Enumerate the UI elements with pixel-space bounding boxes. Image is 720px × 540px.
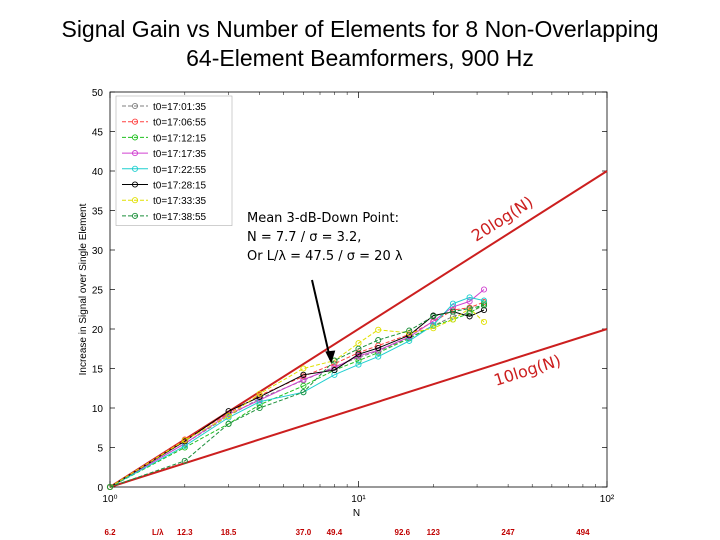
y-tick-label: 45 [92, 128, 104, 139]
data-point [355, 349, 362, 356]
data-point [375, 337, 382, 344]
secondary-axis-value: 18.5 [221, 528, 237, 537]
series-line-4 [109, 289, 485, 488]
legend-marker [131, 197, 139, 204]
data-point [256, 404, 263, 412]
data-point [300, 389, 307, 396]
series-line-8 [109, 304, 485, 488]
data-point [480, 300, 488, 307]
secondary-axis-label: L/λ [152, 528, 164, 537]
data-point [480, 318, 488, 325]
y-tick-label: 5 [97, 444, 103, 455]
data-point [466, 310, 473, 317]
data-point [225, 412, 232, 419]
annotation-line-1: Mean 3-dB-Down Point: [247, 211, 399, 226]
legend-marker [131, 181, 139, 188]
annotation-line-3: Or L/λ = 47.5 / σ = 20 λ [247, 249, 403, 264]
data-point [466, 305, 473, 312]
data-point [355, 361, 362, 368]
secondary-axis-value: 12.3 [177, 528, 193, 537]
y-tick-label: 15 [92, 365, 104, 376]
data-point [355, 357, 362, 364]
data-point [406, 327, 413, 334]
annotation-line-2: N = 7.7 / σ = 3.2, [247, 230, 361, 245]
annotation-arrow [311, 279, 332, 360]
data-point [449, 308, 457, 315]
y-tick-label: 20 [92, 325, 104, 336]
data-point [466, 294, 473, 301]
legend-entry: t0=17:01:35 [153, 102, 207, 113]
data-point [466, 313, 473, 320]
secondary-axis-value: 494 [576, 528, 590, 537]
secondary-axis-value: 92.6 [395, 528, 411, 537]
legend-marker [131, 118, 139, 125]
data-point [449, 300, 457, 307]
data-point [480, 297, 488, 304]
legend-entry: t0=17:28:15 [153, 181, 207, 192]
legend-box [115, 95, 233, 226]
data-point [355, 345, 362, 352]
secondary-axis-value: 6.2 [104, 528, 116, 537]
data-point [375, 326, 382, 333]
y-tick-label: 25 [92, 286, 104, 297]
data-point [430, 325, 437, 332]
y-axis-label: Increase in Signal over Single Element [78, 203, 89, 375]
data-point [449, 316, 457, 323]
secondary-axis-value: 49.4 [327, 528, 343, 537]
legend-marker [131, 102, 139, 110]
chart-title-line-2: 64-Element Beamformers, 900 Hz [186, 45, 534, 71]
y-tick-label: 0 [97, 483, 103, 494]
x-tick-label: 10² [600, 494, 615, 505]
legend-entry: t0=17:22:55 [153, 165, 207, 176]
data-point [181, 437, 188, 444]
legend-entry: t0=17:33:35 [153, 196, 207, 207]
y-tick-label: 30 [92, 246, 104, 257]
data-point [225, 408, 232, 415]
legend-entry: t0=17:12:15 [153, 133, 207, 144]
data-point [225, 420, 232, 427]
legend-entry: t0=17:17:35 [153, 149, 207, 160]
data-point [375, 344, 382, 352]
annotation-arrowhead [325, 350, 336, 364]
series-line-3 [109, 303, 485, 488]
series-line-5 [109, 296, 485, 488]
legend-marker [131, 212, 139, 219]
legend-entry: t0=17:06:55 [153, 118, 207, 129]
data-point [375, 353, 382, 360]
data-point [480, 302, 488, 309]
chart-title-line-1: Signal Gain vs Number of Elements for 8 … [61, 16, 659, 42]
data-point [331, 371, 338, 378]
legend-entry: t0=17:38:55 [153, 212, 207, 223]
data-point [430, 313, 437, 320]
y-tick-label: 35 [92, 207, 104, 218]
y-tick-label: 10 [92, 404, 104, 415]
secondary-axis-value: 123 [427, 528, 441, 537]
y-tick-label: 40 [92, 167, 104, 178]
data-point [466, 298, 473, 305]
x-tick-label: 10¹ [351, 494, 366, 505]
y-tick-label: 50 [92, 88, 104, 99]
data-point [106, 483, 114, 491]
data-point [256, 390, 263, 397]
data-point [480, 286, 488, 293]
secondary-axis-value: 37.0 [296, 528, 312, 537]
x-tick-label: 10⁰ [102, 494, 117, 505]
series-line-7 [109, 307, 485, 488]
legend-marker [131, 134, 139, 141]
data-point [256, 397, 263, 404]
data-point [300, 371, 307, 378]
reference-line-10log [109, 328, 608, 488]
x-axis-label: N [353, 508, 360, 519]
secondary-axis-value: 247 [501, 528, 515, 537]
legend-marker [131, 150, 139, 157]
data-point [331, 367, 338, 374]
data-point [480, 306, 488, 314]
legend-marker [131, 165, 139, 172]
data-point [300, 365, 307, 372]
data-point [181, 457, 188, 464]
data-point [300, 382, 307, 389]
